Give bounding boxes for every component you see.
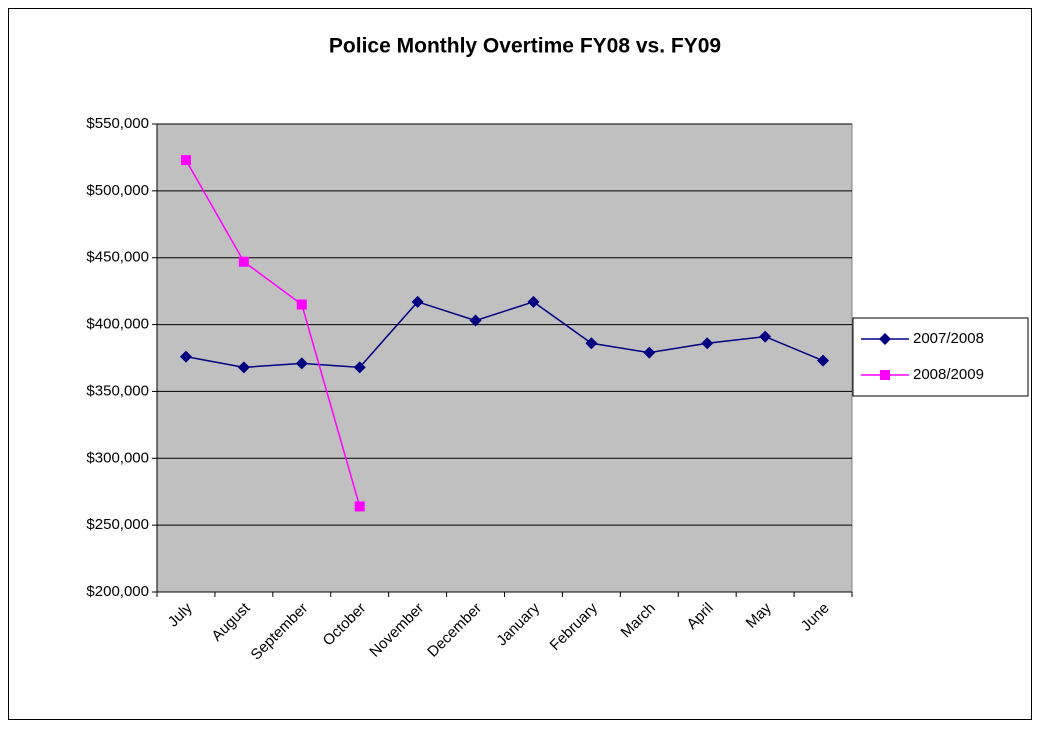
y-tick-label: $400,000 xyxy=(86,316,149,333)
marker xyxy=(585,337,598,350)
marker xyxy=(180,155,191,166)
series-line xyxy=(185,159,361,507)
y-tick-label: $450,000 xyxy=(86,249,149,266)
legend-label: 2008/2009 xyxy=(913,366,984,383)
y-tick-label: $200,000 xyxy=(86,583,149,600)
plot-area xyxy=(156,123,853,593)
marker xyxy=(879,333,891,345)
marker xyxy=(354,501,365,512)
marker xyxy=(353,361,366,374)
legend xyxy=(852,317,1029,397)
marker xyxy=(179,350,192,363)
marker xyxy=(817,354,830,367)
marker xyxy=(296,299,307,310)
marker xyxy=(411,295,424,308)
marker xyxy=(237,361,250,374)
series-line xyxy=(185,300,824,369)
marker xyxy=(469,314,482,327)
y-tick-label: $300,000 xyxy=(86,449,149,466)
marker xyxy=(701,337,714,350)
marker xyxy=(880,370,890,380)
marker xyxy=(527,295,540,308)
legend-label: 2007/2008 xyxy=(913,330,984,347)
marker xyxy=(643,346,656,359)
y-tick-label: $500,000 xyxy=(86,182,149,199)
marker xyxy=(238,256,249,267)
marker xyxy=(759,330,772,343)
y-tick-label: $350,000 xyxy=(86,382,149,399)
chart-title: Police Monthly Overtime FY08 vs. FY09 xyxy=(329,35,721,58)
y-tick-label: $250,000 xyxy=(86,516,149,533)
y-tick-label: $550,000 xyxy=(86,115,149,132)
marker xyxy=(295,357,308,370)
